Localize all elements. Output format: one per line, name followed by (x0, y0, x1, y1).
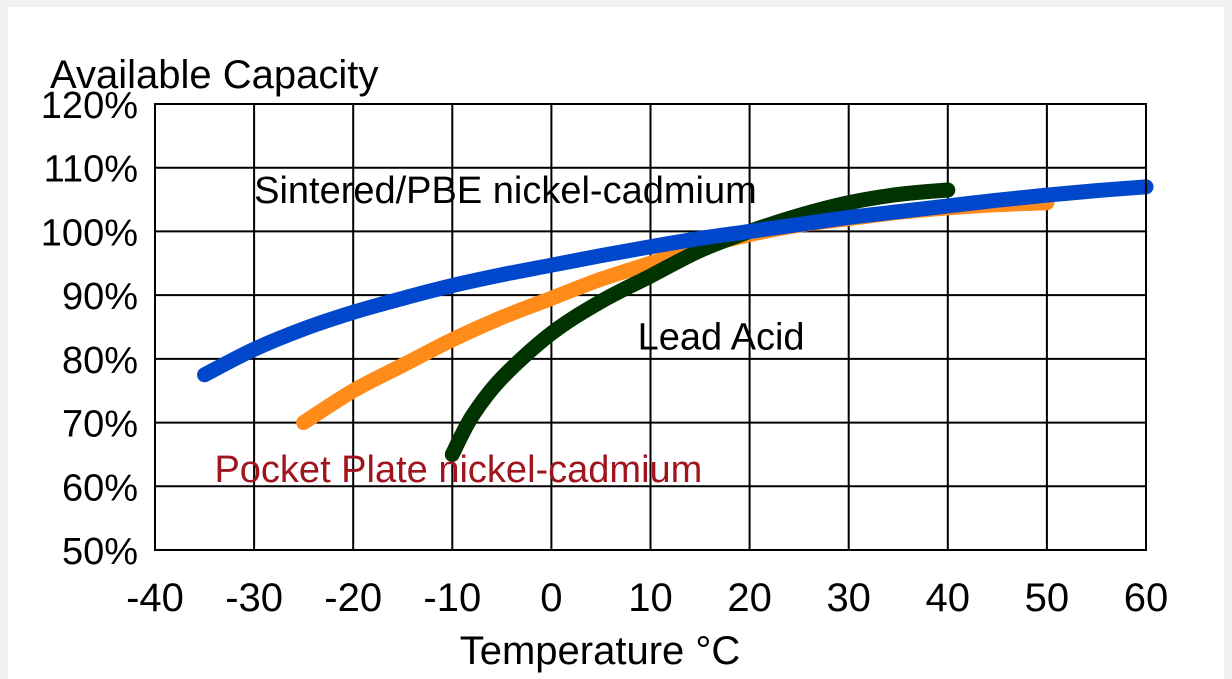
x-tick-label: -30 (225, 576, 283, 620)
x-tick-label: -40 (126, 576, 184, 620)
plot-area-border (154, 103, 1147, 551)
series-line-1 (444, 182, 956, 462)
y-axis-tick-labels: 50% 60% 70% 80% 90% 100% 110% 120% (41, 85, 138, 573)
y-tick-label: 50% (62, 531, 138, 573)
y-tick-label: 120% (41, 85, 138, 127)
chart-frame: Available Capacity 50% 60% 70% 80% 90% 100% 11… (8, 7, 1224, 679)
y-tick-label: 110% (44, 149, 138, 191)
x-axis-label: Temperature °C (460, 629, 741, 673)
capacity-temperature-chart: Available Capacity 50% 60% 70% 80% 90% 100% 11… (41, 53, 1168, 673)
y-tick-label: 100% (41, 212, 138, 254)
annotation-2: Pocket Plate nickel-cadmium (214, 449, 702, 491)
x-tick-label: 20 (727, 576, 772, 620)
annotation-1: Lead Acid (638, 316, 805, 358)
series-lines (197, 179, 1154, 462)
chart-title: Available Capacity (50, 53, 378, 97)
y-tick-label: 70% (62, 404, 138, 446)
x-tick-label: -20 (324, 576, 382, 620)
y-tick-label: 90% (62, 276, 138, 318)
x-tick-label: 60 (1124, 576, 1169, 620)
series-annotations: Sintered/PBE nickel-cadmium Lead Acid Pock… (214, 170, 804, 491)
x-tick-label: 10 (628, 576, 673, 620)
x-tick-label: -10 (423, 576, 481, 620)
series-line-2 (197, 179, 1154, 383)
x-tick-label: 40 (926, 576, 971, 620)
annotation-0: Sintered/PBE nickel-cadmium (254, 170, 757, 212)
y-tick-label: 80% (62, 340, 138, 382)
x-tick-label: 50 (1025, 576, 1070, 620)
x-tick-label: 30 (826, 576, 871, 620)
x-tick-label: 0 (540, 576, 562, 620)
x-axis-tick-labels: -40 -30 -20 -10 0 10 20 30 40 50 60 (126, 576, 1168, 620)
y-tick-label: 60% (62, 467, 138, 509)
